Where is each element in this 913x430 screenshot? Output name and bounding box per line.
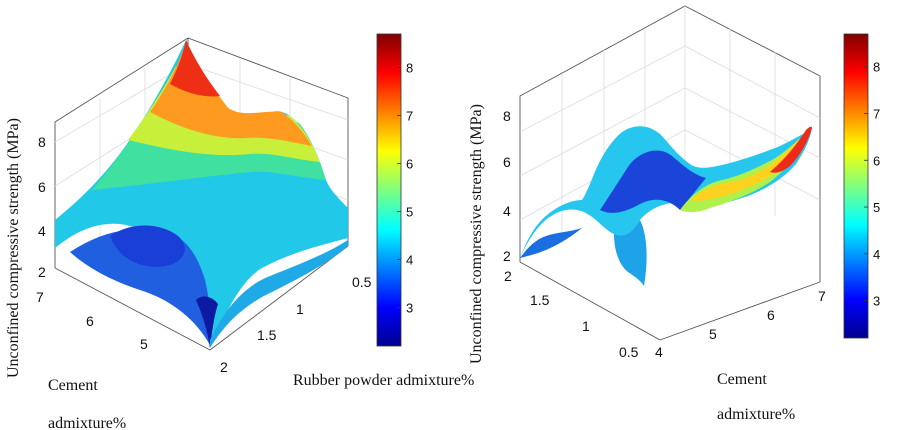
left-plot: 2 4 6 8 5 6 7 0.5 1 1.5 2 Unconfined com… [5, 33, 474, 430]
left-colorbar-tick-label: 8 [406, 61, 413, 76]
left-surface-blue-center [110, 225, 185, 267]
left-x-axis-label-line2: admixture% [48, 415, 126, 430]
left-colorbar-tick-label: 5 [406, 205, 413, 220]
right-x-tick: 5 [709, 326, 717, 342]
left-z-tick: 6 [38, 179, 46, 195]
right-colorbar-gradient [843, 33, 869, 339]
left-colorbar-tick-label: 7 [406, 109, 413, 124]
right-x-tick: 6 [767, 307, 775, 323]
left-surface-side-bump [210, 240, 348, 348]
left-colorbar: 3 4 5 6 7 8 [376, 33, 413, 347]
left-x-axis-label-line1: Cement [48, 377, 98, 394]
left-z-tick: 8 [38, 134, 46, 150]
left-x-tick: 7 [36, 289, 44, 305]
left-surface-red-peak [170, 40, 220, 97]
left-z-tick: 2 [38, 264, 46, 280]
left-y-ticks: 0.5 1 1.5 2 [220, 274, 372, 375]
right-colorbar-tick-label: 3 [873, 294, 880, 309]
left-z-tick: 4 [38, 223, 46, 239]
left-colorbar-ticks: 3 4 5 6 7 8 [397, 61, 413, 316]
left-z-axis-label: Unconfined compressive strength (MPa) [5, 118, 22, 378]
right-z-tick: 6 [503, 154, 511, 170]
right-y-tick: 1 [582, 318, 590, 334]
right-z-tick: 8 [503, 108, 511, 124]
right-colorbar-tick-label: 4 [873, 247, 880, 262]
right-x-axis-label-line2: admixture% [717, 406, 795, 423]
left-x-tick: 6 [86, 313, 94, 329]
right-z-axis-label: Unconfined compressive strength (MPa) [468, 104, 485, 364]
right-x-axis-label-line1: Cement [717, 371, 767, 388]
left-colorbar-gradient [376, 33, 402, 347]
right-colorbar-tick-label: 6 [873, 153, 880, 168]
left-colorbar-tick-label: 6 [406, 157, 413, 172]
left-y-tick: 1 [296, 301, 304, 317]
right-colorbar-tick-label: 7 [873, 107, 880, 122]
right-plot: 2 4 6 8 2 1.5 1 0.5 4 5 6 7 Unconfined c… [468, 5, 880, 423]
left-surface [55, 40, 348, 348]
left-x-ticks: 5 6 7 [36, 289, 148, 352]
right-y-tick: 1.5 [530, 292, 550, 308]
right-z-ticks: 2 4 6 8 [503, 108, 511, 264]
right-surface-yellow [690, 140, 798, 201]
left-x-tick: 5 [140, 336, 148, 352]
right-surface-left-lip [520, 228, 582, 258]
left-z-ticks: 2 4 6 8 [38, 134, 46, 280]
left-surface-dark-notch [196, 296, 218, 348]
left-y-tick: 2 [220, 359, 228, 375]
right-x-tick: 7 [818, 288, 826, 304]
left-colorbar-tick-label: 3 [406, 301, 413, 316]
right-z-tick: 2 [503, 248, 511, 264]
right-y-tick: 0.5 [619, 344, 639, 360]
right-z-tick: 4 [503, 203, 511, 219]
right-y-ticks: 2 1.5 1 0.5 [504, 268, 639, 360]
right-y-tick: 2 [504, 268, 512, 284]
left-colorbar-tick-label: 4 [406, 253, 413, 268]
right-surface-ridge [600, 150, 706, 213]
right-surface [520, 126, 812, 286]
right-x-tick: 4 [655, 344, 663, 360]
left-y-axis-label: Rubber powder admixture% [293, 372, 474, 389]
right-colorbar-tick-label: 5 [873, 200, 880, 215]
right-colorbar-ticks: 3 4 5 6 7 8 [864, 60, 880, 309]
left-y-tick: 0.5 [352, 274, 372, 290]
right-colorbar: 3 4 5 6 7 8 [843, 33, 880, 339]
right-surface-front-fold [614, 220, 647, 286]
right-surface-red [770, 126, 812, 173]
right-colorbar-tick-label: 8 [873, 60, 880, 75]
left-y-tick: 1.5 [257, 327, 277, 343]
right-x-ticks: 4 5 6 7 [655, 288, 826, 360]
